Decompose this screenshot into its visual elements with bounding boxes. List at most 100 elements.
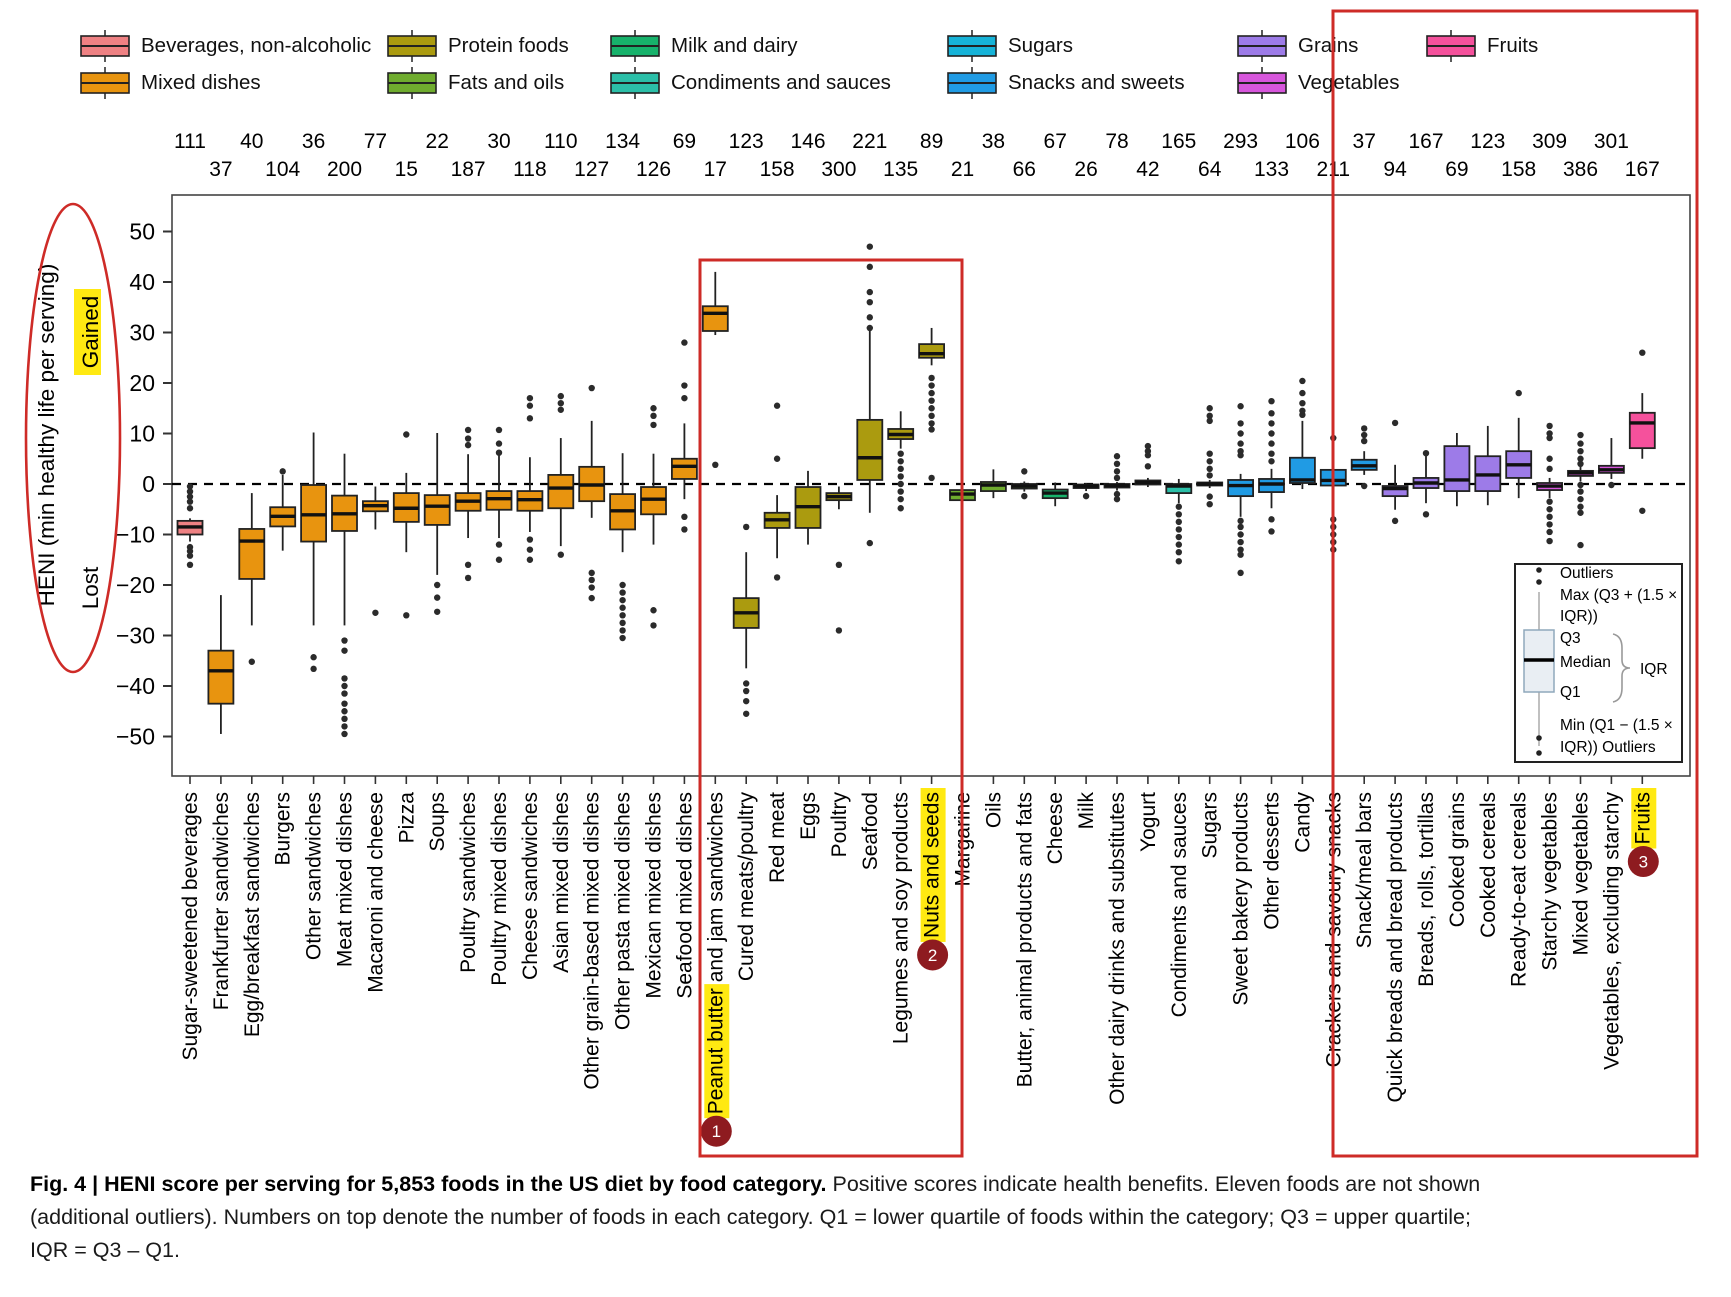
outlier-dot	[866, 263, 873, 271]
boxplot-12: 118	[513, 158, 547, 784]
iqr-box	[701, 305, 729, 332]
outlier-dot	[1546, 528, 1553, 536]
boxplot-34: 64	[1196, 158, 1224, 784]
outlier-dot	[1546, 521, 1553, 528]
category-count: 15	[395, 158, 418, 181]
outlier-dot	[1391, 517, 1399, 525]
outlier-dot	[372, 609, 379, 616]
outlier-dot	[1577, 431, 1584, 439]
boxplot-7: 77	[361, 130, 389, 784]
category-count: 21	[951, 158, 974, 181]
category-count: 126	[636, 158, 671, 181]
outlier-dot	[1021, 468, 1028, 475]
boxplot-32: 42	[1134, 158, 1162, 784]
boxplot-40: 94	[1381, 158, 1409, 784]
legend-label: Snacks and sweets	[1008, 71, 1185, 94]
outlier-dot	[1268, 450, 1275, 457]
x-label-group: Cheese	[1044, 792, 1067, 864]
category-count: 38	[982, 130, 1005, 153]
boxplot-4: 104	[265, 158, 301, 784]
x-label: Mixed vegetables	[1570, 792, 1593, 955]
outlier-dot	[310, 654, 317, 661]
outlier-dot	[1206, 417, 1213, 425]
outlier-dot	[1175, 518, 1183, 526]
boxplot-8: 15	[392, 158, 420, 784]
legend-label: Vegetables	[1298, 71, 1400, 94]
x-label: Macaroni and cheese	[364, 792, 387, 993]
category-count: 111	[174, 130, 206, 153]
boxplot-28: 66	[1010, 158, 1038, 784]
boxplot-10: 187	[451, 158, 486, 784]
y-tick-label: 40	[129, 269, 155, 295]
y-tick-label: −40	[116, 673, 155, 699]
outlier-dot	[619, 619, 626, 627]
category-count: 134	[605, 130, 640, 153]
x-label: Poultry mixed dishes	[488, 792, 511, 986]
caption-text-2: (additional outliers). Numbers on top de…	[30, 1205, 1471, 1229]
category-count: 386	[1563, 158, 1598, 181]
outlier-dot	[1144, 463, 1152, 470]
outlier-dot	[681, 394, 688, 402]
outlier-dot	[186, 488, 194, 495]
inset-text: Median	[1560, 654, 1611, 671]
outlier-dot	[773, 455, 781, 462]
category-count: 110	[544, 130, 577, 153]
x-label-group: Egg/breakfast sandwiches	[241, 792, 264, 1037]
legend-label: Milk and dairy	[671, 34, 798, 57]
outlier-dot	[650, 412, 657, 420]
outlier-dot	[1113, 474, 1121, 482]
outlier-dot	[1546, 506, 1553, 513]
outlier-dot	[681, 382, 688, 389]
outlier-dot	[186, 561, 194, 568]
iqr-box	[918, 343, 945, 359]
outlier-dot	[650, 607, 657, 614]
boxplot-11: 30	[485, 130, 513, 784]
red-box-annotation-2	[1331, 9, 1699, 1158]
iqr-box	[238, 528, 266, 580]
category-count: 300	[821, 158, 856, 181]
iqr-box	[1381, 485, 1409, 498]
boxplot-33: 165	[1161, 130, 1196, 784]
category-count: 17	[704, 158, 727, 181]
outlier-dot	[681, 526, 688, 533]
outlier-dot	[186, 505, 194, 512]
outlier-dot	[1577, 440, 1584, 447]
outlier-dot	[1577, 481, 1584, 489]
outlier-dot	[341, 690, 348, 697]
legend-item-snacks: Snacks and sweets	[945, 66, 1185, 100]
outlier-dot	[743, 680, 750, 687]
outlier-dot	[557, 400, 564, 407]
boxplot-19: 123	[729, 130, 764, 784]
y-tick-label: −50	[116, 724, 155, 750]
y-tick-label: −30	[116, 623, 155, 649]
x-label: Other grain-based mixed dishes	[581, 792, 604, 1090]
category-count: 78	[1105, 130, 1128, 153]
y-tick-label: 0	[142, 471, 155, 497]
inset-text: Outliers	[1560, 565, 1614, 582]
boxplot-5: 36	[300, 130, 328, 784]
outlier-dot	[1299, 407, 1306, 414]
outlier-dot	[588, 576, 595, 584]
outlier-dot	[1546, 434, 1553, 442]
outlier-dot	[743, 523, 750, 531]
outlier-dot	[743, 710, 750, 717]
outlier-dot	[650, 405, 657, 412]
legend-label: Protein foods	[448, 34, 569, 57]
category-count: 158	[1501, 158, 1536, 181]
x-label-group: Sweet bakery products	[1230, 792, 1253, 1006]
category-count: 37	[1353, 130, 1376, 153]
inset-outlier-dot	[1536, 735, 1542, 741]
legend-swatch-boxplot-icon	[1237, 67, 1287, 99]
callout-circle	[917, 939, 949, 971]
iqr-brace	[1612, 633, 1631, 703]
outlier-dot	[1546, 422, 1553, 430]
legend-label: Fruits	[1487, 34, 1539, 57]
outlier-dot	[1268, 516, 1275, 523]
x-label: Condiments and sauces	[1168, 792, 1191, 1017]
legend-swatch-boxplot-icon	[947, 30, 997, 62]
outlier-dot	[1206, 501, 1213, 508]
legend-item-fruits: Fruits	[1424, 29, 1538, 63]
x-label-group: Mexican mixed dishes	[643, 792, 666, 999]
outlier-dot	[712, 461, 719, 469]
boxplot-48: 167	[1625, 158, 1660, 784]
